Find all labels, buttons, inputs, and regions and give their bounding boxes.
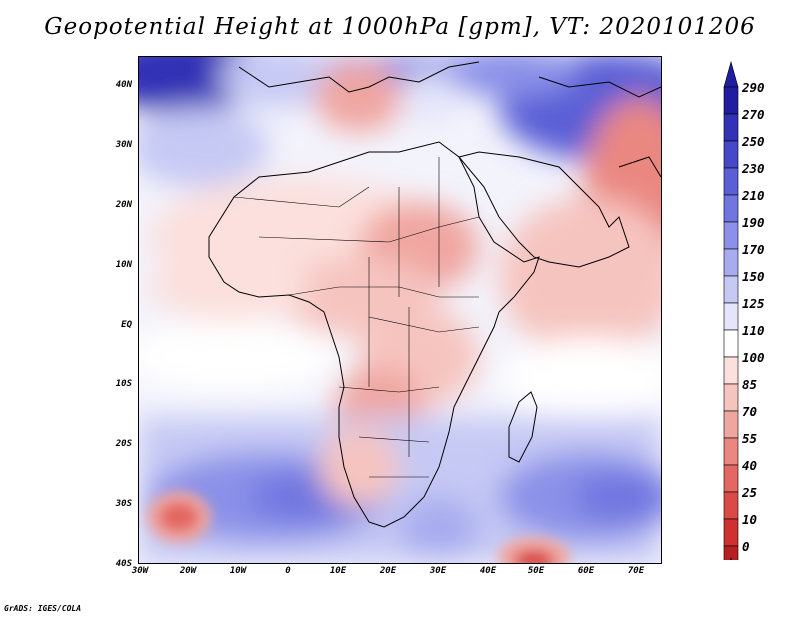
colorbar-label-0: 0 bbox=[742, 539, 750, 554]
lat-label-30n: 30N bbox=[115, 140, 132, 150]
colorbar-swatch-40 bbox=[723, 464, 739, 493]
colorbar-swatch-85 bbox=[723, 383, 739, 412]
colorbar-label-100: 100 bbox=[742, 350, 765, 365]
lon-label-30w: 30W bbox=[131, 566, 149, 576]
colorbar-label-85: 85 bbox=[742, 377, 758, 392]
lat-label-eq: EQ bbox=[121, 320, 132, 330]
colorbar-swatch-210 bbox=[723, 194, 739, 223]
lon-label-70e: 70E bbox=[627, 566, 645, 576]
colorbar-swatch-190 bbox=[723, 221, 739, 250]
country-borders bbox=[233, 157, 480, 478]
colorbar-swatch-110 bbox=[723, 329, 739, 358]
colorbar-label-125: 125 bbox=[742, 296, 765, 311]
colorbar-swatch-230 bbox=[723, 167, 739, 196]
colorbar-swatch-270 bbox=[723, 113, 739, 142]
colorbar-swatch-25 bbox=[723, 491, 739, 520]
colorbar-label-10: 10 bbox=[742, 512, 758, 527]
colorbar bbox=[723, 60, 739, 560]
colorbar-swatch-290 bbox=[723, 86, 739, 115]
colorbar-swatches bbox=[723, 60, 739, 560]
colorbar-swatch-250 bbox=[723, 140, 739, 169]
colorbar-swatch-10 bbox=[723, 518, 739, 547]
colorbar-swatch-125 bbox=[723, 302, 739, 331]
colorbar-arrow-top bbox=[723, 60, 739, 88]
lat-label-20s: 20S bbox=[115, 439, 132, 449]
colorbar-label-110: 110 bbox=[742, 323, 765, 338]
lon-label-40e: 40E bbox=[479, 566, 497, 576]
colorbar-label-170: 170 bbox=[742, 242, 765, 257]
lat-label-30s: 30S bbox=[115, 499, 132, 509]
map-panel bbox=[138, 56, 662, 564]
lat-label-10n: 10N bbox=[115, 260, 132, 270]
colorbar-label-150: 150 bbox=[742, 269, 765, 284]
lat-label-10s: 10S bbox=[115, 379, 132, 389]
lon-label-0: 0 bbox=[285, 566, 291, 576]
lon-label-20w: 20W bbox=[179, 566, 197, 576]
colorbar-label-190: 190 bbox=[742, 215, 765, 230]
lon-label-50e: 50E bbox=[527, 566, 545, 576]
colorbar-label-40: 40 bbox=[742, 458, 758, 473]
lat-label-40n: 40N bbox=[115, 80, 132, 90]
colorbar-label-70: 70 bbox=[742, 404, 758, 419]
lon-label-60e: 60E bbox=[577, 566, 595, 576]
coastlines bbox=[208, 61, 661, 528]
lat-label-20n: 20N bbox=[115, 200, 132, 210]
colorbar-label-25: 25 bbox=[742, 485, 758, 500]
lon-label-30e: 30E bbox=[429, 566, 447, 576]
lat-label-40s: 40S bbox=[115, 559, 132, 569]
map-canvas bbox=[139, 57, 661, 563]
colorbar-swatch-150 bbox=[723, 275, 739, 304]
colorbar-label-250: 250 bbox=[742, 134, 765, 149]
colorbar-label-230: 230 bbox=[742, 161, 765, 176]
colorbar-label-270: 270 bbox=[742, 107, 765, 122]
geopotential-field bbox=[139, 57, 661, 563]
lon-label-10e: 10E bbox=[329, 566, 347, 576]
chart-title: Geopotential Height at 1000hPa [gpm], VT… bbox=[44, 14, 756, 40]
colorbar-swatch-70 bbox=[723, 410, 739, 439]
colorbar-swatch-55 bbox=[723, 437, 739, 466]
footer-credit: GrADS: IGES/COLA bbox=[4, 604, 82, 613]
colorbar-label-55: 55 bbox=[742, 431, 758, 446]
low-pressure-cells bbox=[147, 491, 570, 563]
lon-label-10w: 10W bbox=[229, 566, 247, 576]
colorbar-arrow-bottom bbox=[729, 557, 733, 560]
colorbar-label-210: 210 bbox=[742, 188, 765, 203]
colorbar-swatch-100 bbox=[723, 356, 739, 385]
colorbar-label-290: 290 bbox=[742, 80, 765, 95]
colorbar-swatch-0 bbox=[723, 545, 739, 560]
colorbar-swatch-170 bbox=[723, 248, 739, 277]
lon-label-20e: 20E bbox=[379, 566, 397, 576]
